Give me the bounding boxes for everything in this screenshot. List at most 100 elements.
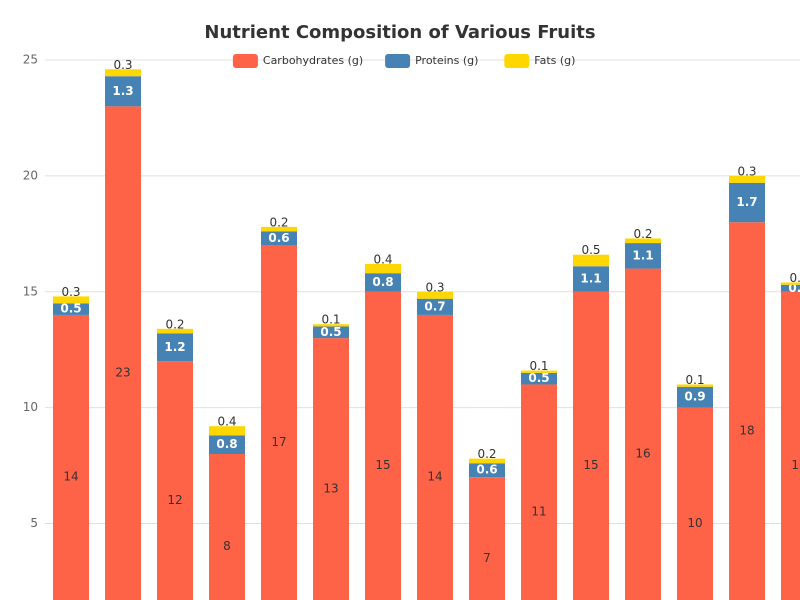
bar-segment [209, 453, 245, 600]
data-label: 14 [63, 470, 78, 484]
data-label: 0.8 [372, 275, 393, 289]
data-label: 0.2 [165, 317, 184, 331]
bar-segment [53, 303, 89, 315]
data-label: 0.6 [268, 231, 289, 245]
data-label: 18 [739, 423, 754, 437]
data-label: 17 [271, 435, 286, 449]
data-label: 0.2 [477, 447, 496, 461]
data-label: 0.3 [61, 285, 80, 299]
bar-segment [521, 384, 557, 600]
y-tick-label: 10 [23, 400, 38, 414]
bar-segment [209, 435, 245, 454]
data-label: 1.3 [112, 84, 133, 98]
data-label: 0.1 [789, 271, 800, 285]
bar-segment [521, 372, 557, 385]
legend-label: Carbohydrates (g) [263, 54, 363, 67]
data-label: 0.1 [321, 313, 340, 327]
data-label: 0.9 [684, 390, 705, 404]
bar-segment [261, 231, 297, 246]
data-label: 10 [687, 516, 702, 530]
data-label: 0.8 [216, 437, 237, 451]
data-label: 0.1 [529, 359, 548, 373]
data-label: 0.5 [320, 325, 341, 339]
bar-segment [417, 314, 453, 600]
bar-segment [781, 282, 800, 285]
data-label: 11 [531, 504, 546, 518]
bar-segment [573, 291, 609, 600]
bar-segment [677, 384, 713, 387]
data-label: 12 [167, 493, 182, 507]
data-label: 0.3 [788, 281, 800, 295]
legend-swatch [504, 54, 530, 68]
bar-segment [729, 222, 765, 600]
data-label: 0.3 [113, 58, 132, 72]
bar-segment [53, 296, 89, 304]
bar-segment [469, 463, 505, 478]
data-label: 1.1 [580, 272, 601, 286]
data-label: 0.6 [476, 463, 497, 477]
legend-label: Proteins (g) [415, 54, 478, 67]
data-label: 14 [427, 470, 442, 484]
data-label: 0.5 [60, 302, 81, 316]
data-label: 1.7 [736, 195, 757, 209]
bar-segment [417, 291, 453, 299]
data-label: 0.7 [424, 299, 445, 313]
y-tick-label: 25 [23, 53, 38, 67]
data-label: 15 [375, 458, 390, 472]
data-label: 0.5 [581, 243, 600, 257]
bar-segment [625, 243, 661, 269]
bar-segment [157, 361, 193, 600]
data-label: 0.1 [685, 373, 704, 387]
data-label: 0.4 [217, 415, 236, 429]
bar-segment [105, 106, 141, 600]
y-tick-label: 15 [23, 284, 38, 298]
bar-segment [573, 266, 609, 292]
bar-segment [313, 324, 349, 327]
bar-segment [469, 477, 505, 600]
data-label: 0.3 [425, 280, 444, 294]
bar-segment [469, 458, 505, 464]
bar-segment [53, 314, 89, 600]
data-label: 7 [483, 551, 491, 565]
bar-segment [729, 175, 765, 183]
bar-segment [521, 370, 557, 373]
y-tick-label: 20 [23, 168, 38, 182]
bar-segment [625, 238, 661, 244]
chart-title: Nutrient Composition of Various Fruits [204, 22, 595, 43]
bar-segment [313, 326, 349, 339]
bar-segment [677, 386, 713, 408]
data-label: 15 [791, 458, 800, 472]
bar-segment [573, 254, 609, 267]
data-label: 15 [583, 458, 598, 472]
data-label: 0.2 [633, 227, 652, 241]
bar-segment [157, 328, 193, 334]
bar-segment [365, 273, 401, 292]
bar-segment [365, 291, 401, 600]
bar-segment [261, 245, 297, 600]
bar-segment [313, 338, 349, 600]
bar-segment [261, 226, 297, 232]
data-label: 1.1 [632, 248, 653, 262]
bar-segment [157, 333, 193, 362]
data-label: 0.2 [269, 215, 288, 229]
bar-segment [677, 407, 713, 600]
y-tick-label: 5 [30, 516, 38, 530]
data-label: 1.2 [164, 340, 185, 354]
bar-segment [105, 76, 141, 107]
legend-swatch [232, 54, 258, 68]
bar-segment [781, 284, 800, 292]
bar-segment [365, 263, 401, 274]
bar-segment [729, 182, 765, 223]
bar-segment [209, 426, 245, 436]
data-label: 8 [223, 539, 231, 553]
data-label: 23 [115, 365, 130, 379]
data-label: 13 [323, 481, 338, 495]
bar-segment [105, 69, 141, 77]
legend-swatch [385, 54, 411, 68]
data-label: 0.4 [373, 252, 392, 266]
bar-segment [781, 291, 800, 600]
bar-segment [417, 298, 453, 315]
data-label: 0.3 [737, 164, 756, 178]
data-label: 0.5 [528, 371, 549, 385]
